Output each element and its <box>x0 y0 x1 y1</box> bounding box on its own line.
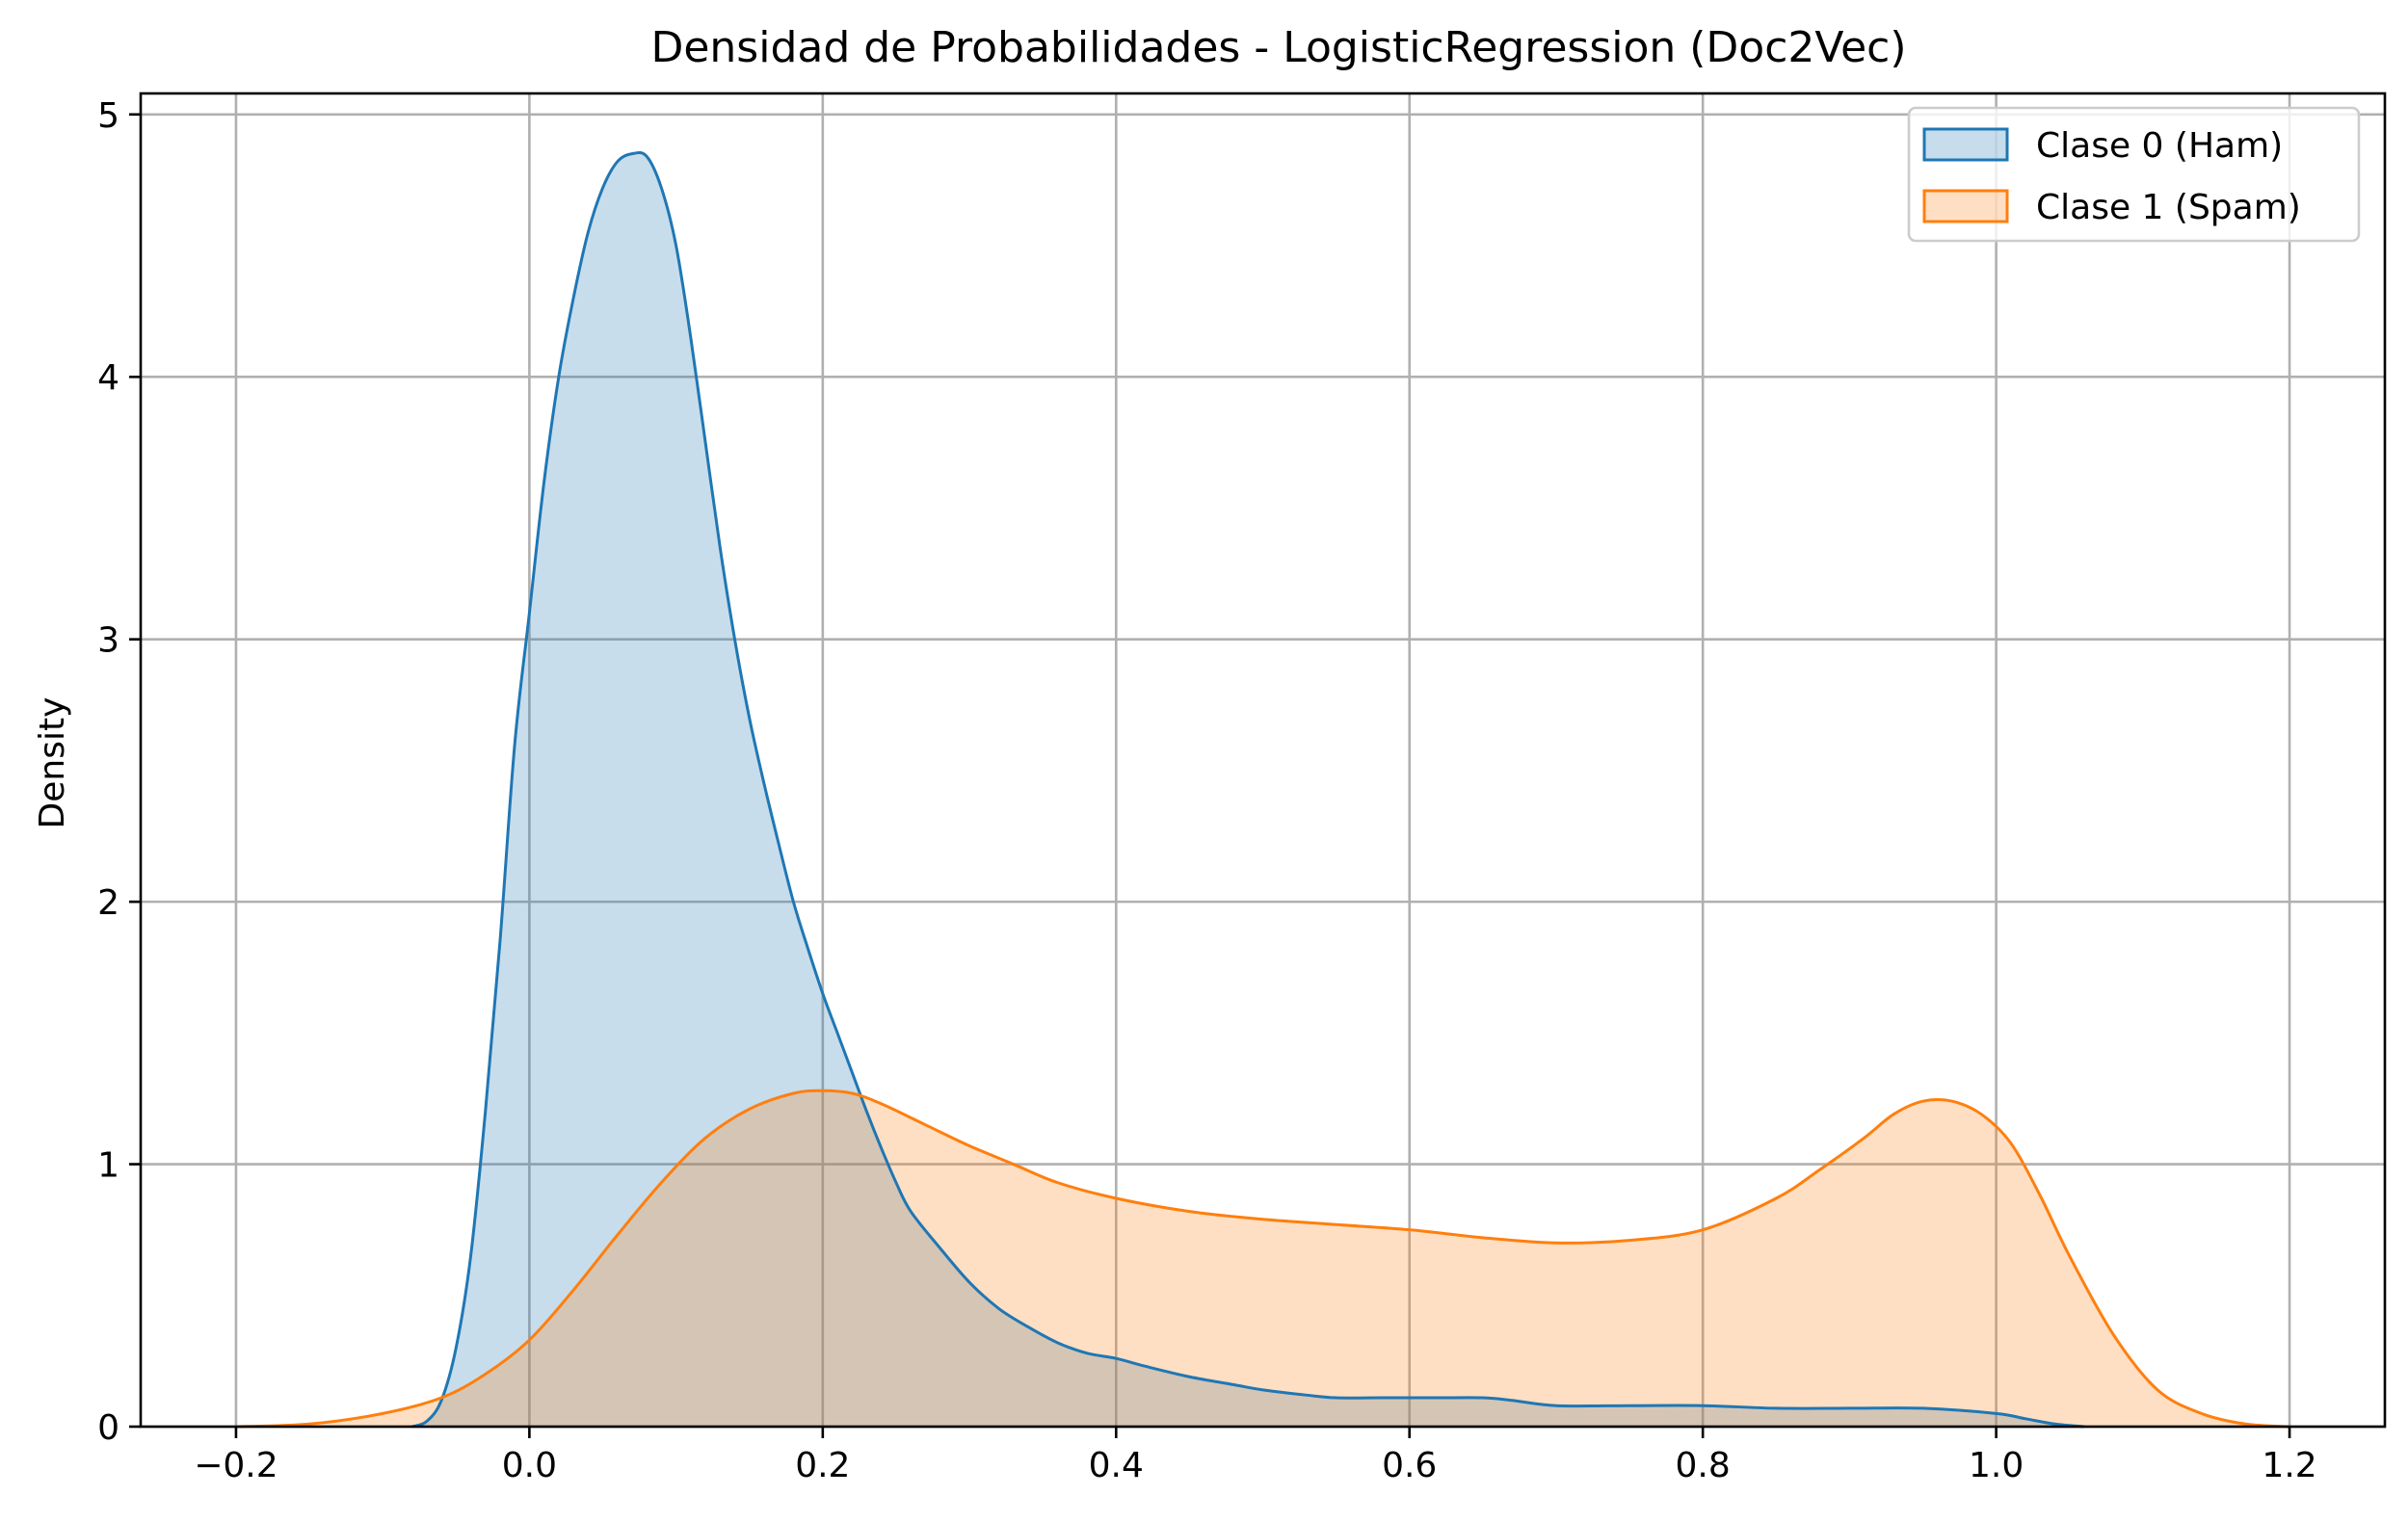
legend-label: Clase 1 (Spam) <box>2036 188 2301 227</box>
chart-title: Densidad de Probabilidades - LogisticReg… <box>650 23 1906 72</box>
legend-label: Clase 0 (Ham) <box>2036 126 2283 166</box>
x-tick-label: 0.4 <box>1089 1446 1144 1485</box>
legend-swatch <box>1922 189 2009 223</box>
y-tick-label: 3 <box>97 621 119 661</box>
x-tick-label: −0.2 <box>194 1446 278 1485</box>
y-axis-label: Density <box>33 697 72 829</box>
x-tick-label: 0.6 <box>1382 1446 1437 1485</box>
plot-frame <box>139 92 2387 1429</box>
legend: Clase 0 (Ham) Clase 1 (Spam) <box>1907 106 2361 243</box>
series-0-area <box>411 152 2084 1427</box>
legend-swatch <box>1922 127 2009 162</box>
x-tick-label: 0.8 <box>1676 1446 1731 1485</box>
x-tick-label: 0.0 <box>502 1446 557 1485</box>
series-1-area <box>235 1090 2290 1427</box>
series-1-line <box>235 1089 2290 1429</box>
y-tick-label: 0 <box>97 1408 119 1448</box>
legend-box <box>1907 106 2361 243</box>
y-axis-ticks: 0 1 2 3 4 5 <box>97 96 141 1448</box>
x-tick-label: 1.0 <box>1969 1446 2024 1485</box>
y-tick-label: 2 <box>97 883 119 923</box>
x-tick-label: 1.2 <box>2262 1446 2316 1485</box>
x-axis-ticks: −0.2 0.0 0.2 0.4 0.6 0.8 1.0 1.2 <box>194 1427 2317 1485</box>
y-tick-label: 5 <box>97 96 119 136</box>
density-series <box>235 150 2290 1429</box>
x-tick-label: 0.2 <box>795 1446 850 1485</box>
y-tick-label: 1 <box>97 1146 119 1186</box>
y-tick-label: 4 <box>97 358 119 398</box>
series-0-line <box>411 150 2085 1429</box>
